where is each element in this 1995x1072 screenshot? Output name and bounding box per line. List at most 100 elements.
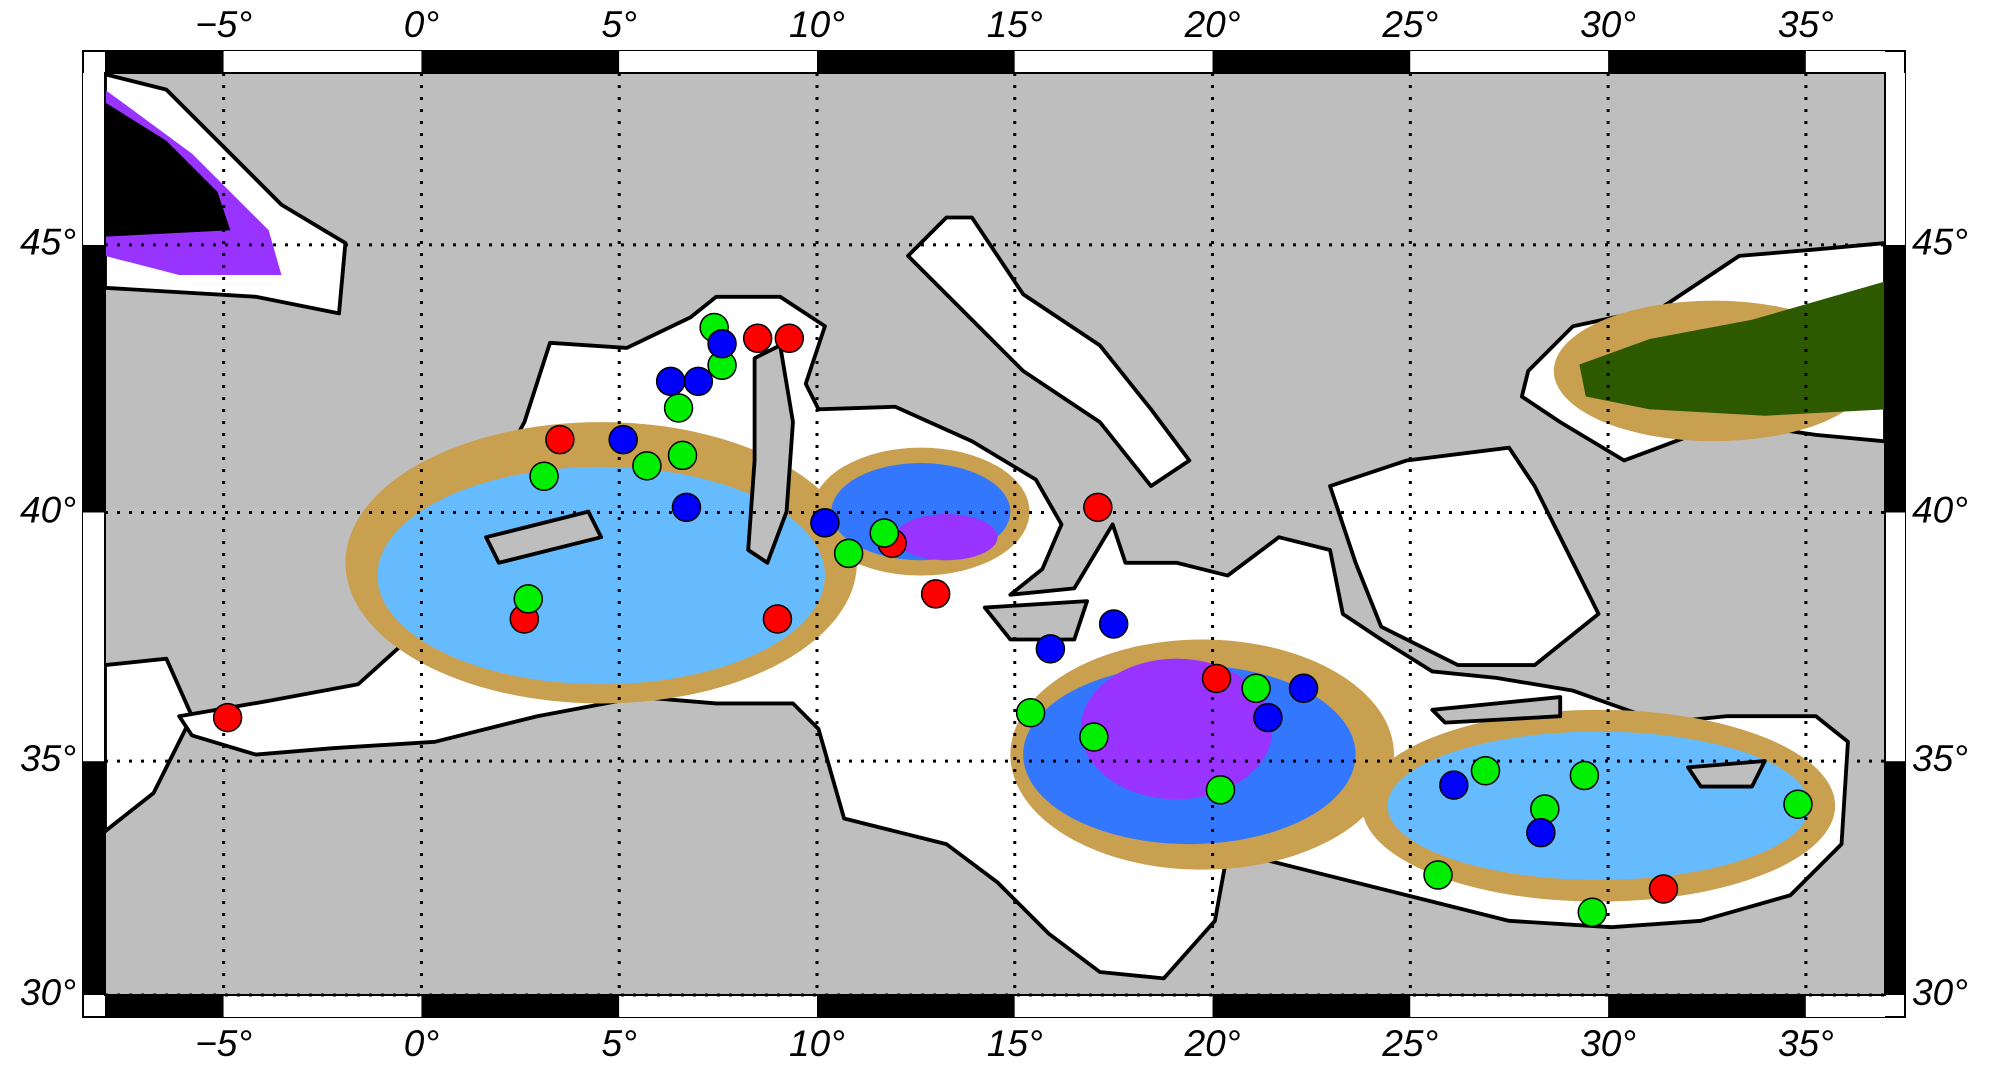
- map-area: [105, 73, 1885, 995]
- station: [663, 393, 694, 423]
- station: [707, 328, 737, 359]
- station: [1098, 609, 1129, 639]
- crete: [1430, 695, 1563, 725]
- x-tick-label-bottom: 15°: [987, 1023, 1043, 1064]
- station: [608, 424, 638, 455]
- frame-bar: [1014, 51, 1213, 73]
- station: [1201, 663, 1232, 694]
- frame-bar: [83, 244, 105, 513]
- depth: [377, 466, 825, 685]
- frame-bar: [1885, 73, 1905, 245]
- y-tick-label-left: 45°: [20, 222, 76, 263]
- frame-bar: [223, 51, 422, 73]
- frame-bar: [1212, 51, 1411, 73]
- y-tick-label-left: 40°: [20, 489, 76, 530]
- x-tick-label-bottom: 35°: [1778, 1023, 1834, 1064]
- y-tick-label-right: 30°: [1912, 972, 1968, 1013]
- x-tick-label-top: 20°: [1184, 4, 1241, 45]
- frame-bar: [1410, 51, 1609, 73]
- frame-bar: [223, 995, 422, 1017]
- frame-bar: [1805, 995, 1885, 1017]
- depth: [1387, 731, 1810, 880]
- frame-bar: [83, 73, 105, 245]
- x-tick-label-top: 25°: [1381, 4, 1438, 45]
- corsica-sardinia: [746, 343, 795, 565]
- y-tick-label-right: 45°: [1912, 222, 1968, 263]
- balearic: [484, 509, 604, 565]
- frame-bar: [105, 995, 224, 1017]
- station: [1241, 673, 1271, 704]
- frame-bar: [817, 995, 1015, 1017]
- station: [683, 366, 714, 397]
- y-tick-label-right: 35°: [1912, 738, 1968, 779]
- station: [742, 323, 773, 354]
- station: [1439, 770, 1469, 800]
- station: [920, 579, 951, 609]
- x-tick-label-bottom: 25°: [1381, 1023, 1438, 1064]
- x-tick-label-top: 35°: [1778, 4, 1834, 45]
- station: [1205, 775, 1236, 805]
- station: [212, 702, 243, 733]
- station: [529, 461, 559, 492]
- frame-bar: [1608, 995, 1806, 1017]
- station: [1083, 492, 1113, 523]
- frame-bar: [83, 512, 105, 762]
- aegean: [1328, 445, 1601, 667]
- frame-bar: [1212, 995, 1411, 1017]
- station: [810, 508, 840, 538]
- islands: [484, 343, 1767, 789]
- x-tick-label-bottom: −5°: [195, 1023, 252, 1064]
- station: [513, 584, 543, 614]
- station: [869, 518, 899, 548]
- x-tick-label-bottom: 10°: [789, 1023, 845, 1064]
- y-tick-label-right: 40°: [1912, 489, 1968, 530]
- y-tick-label-left: 35°: [20, 738, 76, 779]
- x-tick-label-bottom: 0°: [404, 1023, 439, 1064]
- station: [774, 323, 805, 354]
- x-tick-label-top: −5°: [195, 4, 252, 45]
- frame-bar: [817, 51, 1015, 73]
- frame-bar: [1014, 995, 1213, 1017]
- station: [1783, 789, 1813, 819]
- x-tick-label-bottom: 5°: [602, 1023, 637, 1064]
- frame-bars: [83, 51, 1905, 1017]
- adriatic: [906, 215, 1192, 488]
- frame-bar: [619, 995, 817, 1017]
- station: [1423, 860, 1453, 890]
- x-tick-label-top: 15°: [987, 4, 1043, 45]
- overlay: −5° −5° 0° 0° 5° 5° 10° 10° 15° 15° 20° 20° 25° 25° 30…: [20, 4, 1968, 1064]
- frame-bar: [1410, 995, 1609, 1017]
- station: [632, 451, 662, 481]
- depth: [1579, 281, 1885, 416]
- sicily: [982, 599, 1089, 642]
- frame-bar: [1885, 512, 1905, 762]
- station: [1526, 817, 1556, 848]
- station: [1288, 673, 1319, 704]
- frame-bar: [421, 51, 620, 73]
- depth: [105, 102, 231, 237]
- frame-bar: [105, 51, 224, 73]
- station: [545, 424, 575, 455]
- station: [1079, 722, 1109, 752]
- x-tick-label-top: 5°: [602, 4, 637, 45]
- x-tick-label-bottom: 20°: [1184, 1023, 1241, 1064]
- x-tick-label-top: 30°: [1580, 4, 1636, 45]
- x-tick-label-bottom: 30°: [1580, 1023, 1636, 1064]
- frame-bar: [421, 995, 620, 1017]
- station: [1035, 634, 1066, 664]
- station: [1648, 874, 1679, 904]
- frame-bar: [1885, 244, 1905, 513]
- y-tick-label-left: 30°: [20, 972, 76, 1013]
- station: [655, 366, 686, 397]
- station: [1470, 755, 1501, 786]
- frame-bar: [83, 761, 105, 995]
- depth: [895, 514, 998, 561]
- station: [762, 604, 793, 634]
- x-tick-label-top: 10°: [789, 4, 845, 45]
- frame-bar: [1805, 51, 1885, 73]
- atlantic: [105, 656, 194, 834]
- station: [833, 538, 864, 569]
- station: [1253, 702, 1283, 733]
